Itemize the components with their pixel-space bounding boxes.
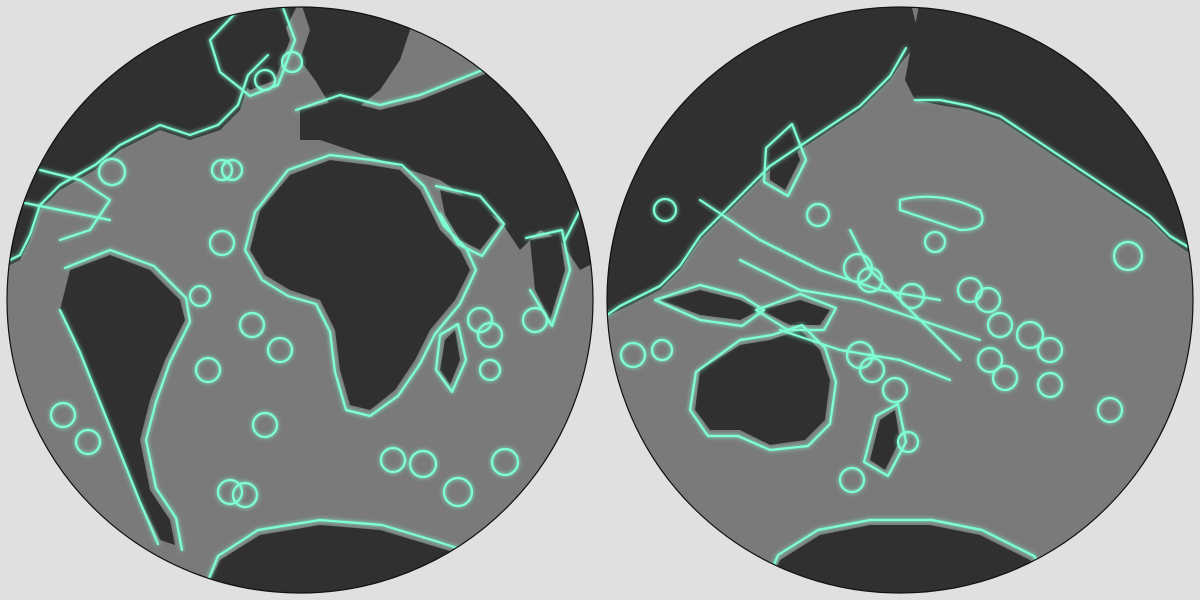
africa [250,160,470,410]
new-guinea [760,300,830,325]
globe-outline-left [6,6,594,594]
greenland [215,10,290,90]
new-zealand [870,410,900,470]
globe-outline-right [606,6,1194,594]
india [530,235,565,320]
atlantic-hemisphere [6,6,594,594]
indonesia [660,290,760,320]
australia [695,330,830,445]
south-america [60,255,185,545]
madagascar [440,330,460,385]
scandinavia [300,7,420,110]
pacific-hemisphere [606,6,1194,594]
eez-boundaries-right [607,46,1193,593]
japan [770,130,800,190]
ne-asia [830,7,920,70]
arabia [440,190,500,250]
eez-boundaries-left [7,7,593,593]
